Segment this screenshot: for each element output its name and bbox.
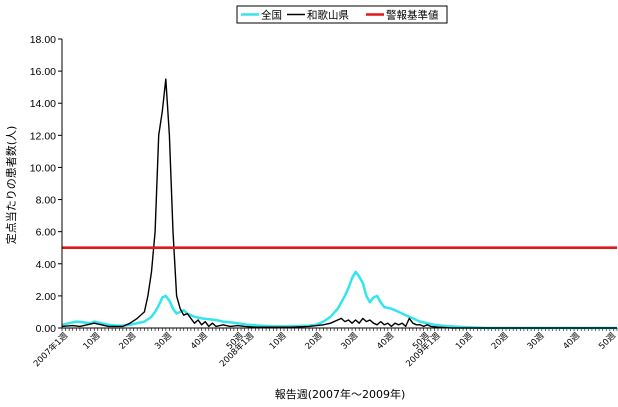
y-tick-label: 14.00 [30,98,56,110]
series-lines [61,78,617,330]
series-line-national [61,270,617,330]
y-tick-label: 12.00 [30,130,56,142]
x-tick-label: 20週 [304,331,325,352]
legend: 全国 和歌山県 警報基準値 [236,5,448,24]
legend-label-wakayama: 和歌山県 [307,9,349,22]
y-tick-label: 18.00 [30,34,56,46]
legend-label-alert: 警報基準値 [386,9,439,22]
x-tick-label: 10週 [454,331,475,352]
legend-label-national: 全国 [261,9,282,22]
x-tick-label: 10週 [82,331,103,352]
x-tick-label: 50週 [597,331,618,352]
y-tick-label: 6.00 [36,227,57,239]
y-tick-label: 8.00 [36,195,57,207]
x-tick-label: 30週 [153,331,174,352]
y-tick-label: 16.00 [30,66,56,78]
y-tick-label: 4.00 [36,259,57,271]
y-tick-label: 10.00 [30,162,56,174]
series-line-wakayama [61,78,617,329]
x-tick-label: 20週 [490,331,511,352]
y-ticks: 0.00 2.00 4.00 6.00 8.00 10.00 12.00 14.00 16.00… [30,34,62,335]
x-tick-label: 20週 [117,331,138,352]
x-tick-label: 40週 [561,331,582,352]
y-tick-label: 0.00 [36,323,57,335]
x-axis-title: 報告週(2007年〜2009年) [275,387,406,401]
x-tick-label: 30週 [526,331,547,352]
y-tick-label: 2.00 [36,291,57,303]
legend-box [236,5,448,24]
x-tick-label: 30週 [339,331,360,352]
y-axis-title: 定点当たりの患者数(人) [4,126,18,245]
x-tick-label: 10週 [268,331,289,352]
x-tick-label: 40週 [189,331,210,352]
x-tick-label: 40週 [375,331,396,352]
x-tick-label: 2007年1週 [31,330,70,369]
